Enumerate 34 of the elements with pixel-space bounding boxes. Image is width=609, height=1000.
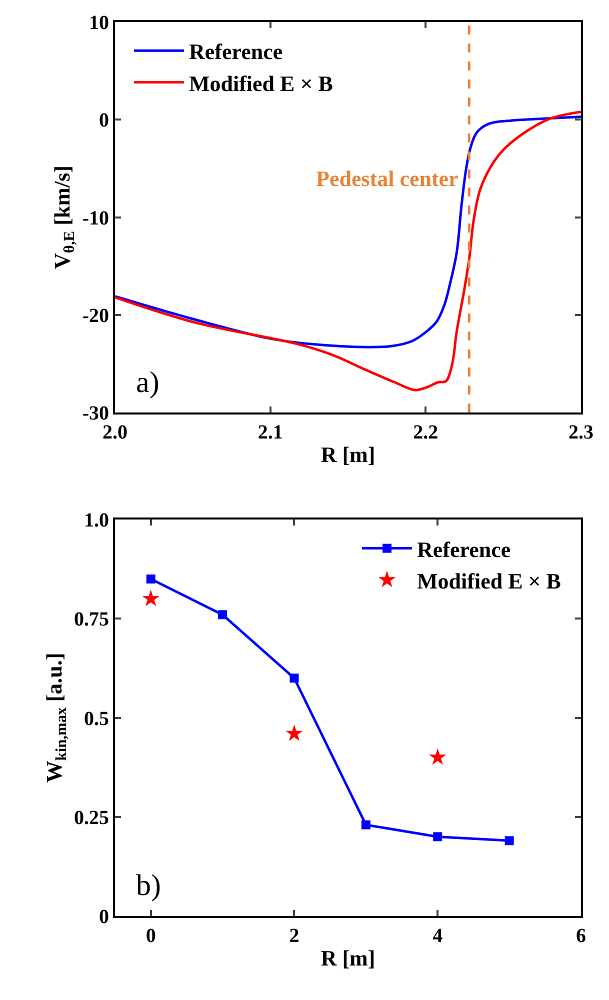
y-tick-label: 0: [99, 110, 109, 132]
y-tick-label: -20: [82, 304, 109, 327]
legend-label: Reference: [417, 536, 511, 562]
x-tick-label: 2.2: [413, 422, 438, 444]
y-tick-label: 10: [89, 12, 109, 34]
point: [361, 820, 370, 830]
point: [428, 748, 446, 765]
x-tick-label: 2: [289, 925, 300, 947]
y-tick-label: 0.25: [74, 806, 109, 829]
point: [290, 674, 299, 683]
y-tick-label: -10: [82, 207, 109, 230]
point: [218, 610, 228, 620]
ref-line-label: Pedestal center: [316, 166, 459, 191]
y-tick-label: 0: [99, 906, 109, 928]
x-tick-label: 0: [146, 925, 156, 947]
x-tick-label: 2.3: [568, 422, 594, 444]
annotation: b): [136, 869, 161, 902]
x-axis-title: R [m]: [320, 945, 376, 970]
legend-label: Modified E × B: [417, 568, 562, 594]
x-tick-label: 6: [576, 925, 586, 947]
point: [142, 590, 160, 606]
x-tick-label: 4: [432, 925, 443, 947]
point: [286, 724, 303, 741]
legend-label: Modified E × B: [188, 70, 334, 96]
point: [504, 836, 514, 846]
y-tick-label: 0.5: [84, 708, 109, 730]
point: [146, 574, 156, 584]
y-tick-label: 1.0: [84, 510, 109, 532]
annotation: a): [136, 366, 160, 399]
point: [433, 832, 442, 842]
x-axis-title: R [m]: [320, 442, 376, 467]
y-tick-label: 0.75: [74, 608, 109, 631]
legend-label: Reference: [188, 39, 283, 64]
x-tick-label: 2.1: [258, 422, 283, 444]
